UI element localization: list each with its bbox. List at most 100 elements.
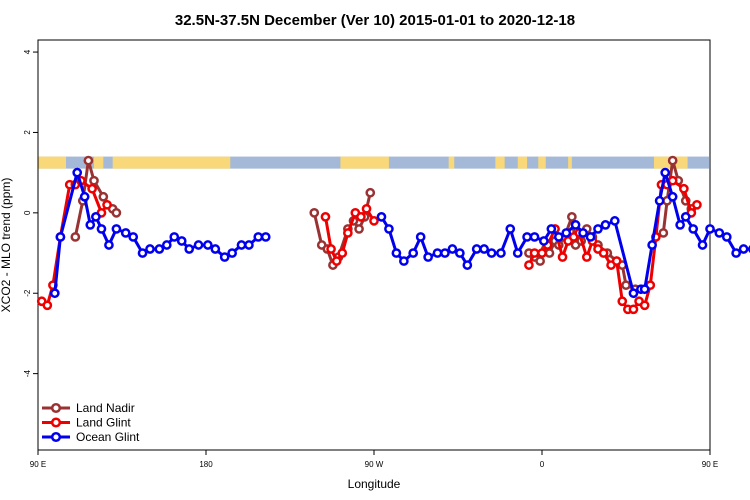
legend-item-land-nadir: Land Nadir bbox=[42, 401, 135, 415]
data-point-ocean-glint bbox=[731, 248, 741, 258]
legend-label: Land Nadir bbox=[76, 401, 135, 415]
data-point-ocean-glint bbox=[104, 240, 114, 250]
data-point-land-glint bbox=[361, 203, 372, 214]
data-point-land-nadir bbox=[83, 155, 94, 166]
data-point-land-glint bbox=[337, 248, 348, 258]
data-point-ocean-glint bbox=[505, 224, 516, 234]
data-point-ocean-glint bbox=[529, 232, 540, 242]
data-point-ocean-glint bbox=[408, 248, 419, 258]
data-point-ocean-glint bbox=[479, 244, 489, 254]
data-point-ocean-glint bbox=[654, 195, 665, 206]
data-point-ocean-glint bbox=[440, 248, 450, 258]
y-tick-label: 2 bbox=[23, 130, 32, 135]
data-point-ocean-glint bbox=[688, 224, 699, 234]
land-band-segment bbox=[38, 156, 66, 169]
data-point-ocean-glint bbox=[399, 256, 409, 266]
data-point-ocean-glint bbox=[210, 244, 221, 254]
data-point-land-glint bbox=[326, 244, 336, 254]
x-tick-label: 90 W bbox=[365, 460, 384, 469]
data-point-ocean-glint bbox=[423, 252, 433, 262]
data-point-land-nadir bbox=[535, 256, 545, 266]
data-point-ocean-glint bbox=[660, 167, 671, 178]
data-point-ocean-glint bbox=[161, 240, 172, 250]
data-point-ocean-glint bbox=[721, 232, 732, 242]
data-point-ocean-glint bbox=[415, 232, 426, 242]
data-point-land-glint bbox=[598, 248, 609, 258]
legend-swatch-marker bbox=[50, 431, 62, 443]
data-point-ocean-glint bbox=[639, 284, 650, 295]
data-point-land-glint bbox=[331, 256, 342, 266]
data-point-land-glint bbox=[667, 175, 678, 186]
data-point-ocean-glint bbox=[72, 167, 83, 178]
data-point-ocean-glint bbox=[384, 224, 394, 234]
y-axis-label: XCO2 - MLO trend (ppm) bbox=[0, 178, 13, 313]
data-point-ocean-glint bbox=[647, 240, 657, 250]
legend-label: Ocean Glint bbox=[76, 430, 140, 444]
data-point-land-nadir bbox=[89, 175, 99, 186]
y-axis: 4 2 0 -2 -4 bbox=[23, 49, 38, 377]
data-point-ocean-glint bbox=[628, 288, 639, 299]
data-point-ocean-glint bbox=[697, 240, 708, 250]
data-point-ocean-glint bbox=[203, 240, 213, 250]
land-band-segment bbox=[94, 156, 104, 169]
data-point-ocean-glint bbox=[600, 220, 611, 230]
data-point-ocean-glint bbox=[169, 232, 180, 242]
data-point-ocean-glint bbox=[85, 220, 96, 230]
data-point-ocean-glint bbox=[570, 220, 581, 230]
y-tick-label: 4 bbox=[23, 49, 32, 54]
data-point-land-nadir bbox=[111, 207, 122, 218]
data-point-ocean-glint bbox=[137, 248, 148, 258]
data-point-land-glint bbox=[356, 212, 366, 222]
legend-label: Land Glint bbox=[76, 416, 131, 430]
data-point-ocean-glint bbox=[55, 232, 66, 242]
data-point-ocean-glint bbox=[176, 236, 187, 246]
y-tick-label: -4 bbox=[23, 370, 32, 378]
data-point-land-nadir bbox=[621, 280, 631, 291]
data-point-land-glint bbox=[617, 296, 628, 307]
data-point-ocean-glint bbox=[219, 252, 230, 262]
data-point-land-glint bbox=[679, 183, 689, 194]
data-point-ocean-glint bbox=[680, 212, 691, 222]
data-point-ocean-glint bbox=[79, 191, 90, 202]
data-point-ocean-glint bbox=[96, 224, 107, 234]
data-point-land-glint bbox=[369, 216, 379, 226]
data-point-ocean-glint bbox=[609, 216, 620, 226]
data-point-ocean-glint bbox=[244, 240, 254, 250]
x-tick-label: 90 E bbox=[702, 460, 718, 469]
chart-title: 32.5N-37.5N December (Ver 10) 2015-01-01… bbox=[175, 12, 575, 29]
y-tick-label: 0 bbox=[23, 210, 32, 215]
data-point-ocean-glint bbox=[471, 244, 482, 254]
data-point-ocean-glint bbox=[539, 236, 549, 246]
data-point-land-nadir bbox=[544, 248, 555, 258]
land-ocean-band bbox=[38, 156, 709, 169]
data-point-land-nadir bbox=[309, 207, 320, 218]
data-point-ocean-glint bbox=[49, 288, 60, 299]
legend-swatch-marker bbox=[50, 402, 62, 414]
data-point-ocean-glint bbox=[714, 228, 725, 238]
series-layer bbox=[36, 155, 750, 315]
data-point-land-glint bbox=[537, 248, 547, 258]
data-point-ocean-glint bbox=[738, 244, 749, 254]
data-point-ocean-glint bbox=[512, 248, 523, 258]
data-point-ocean-glint bbox=[184, 244, 195, 254]
data-point-ocean-glint bbox=[447, 244, 458, 254]
data-point-land-glint bbox=[692, 199, 702, 210]
data-point-land-glint bbox=[529, 248, 540, 258]
data-point-land-nadir bbox=[567, 212, 577, 222]
data-point-ocean-glint bbox=[227, 248, 237, 258]
data-point-ocean-glint bbox=[120, 228, 131, 238]
land-band-segment bbox=[495, 156, 505, 169]
data-point-ocean-glint bbox=[236, 240, 247, 250]
land-band-segment bbox=[340, 156, 389, 169]
land-band-segment bbox=[112, 156, 231, 169]
legend-swatch-marker bbox=[50, 417, 62, 428]
data-point-ocean-glint bbox=[675, 220, 685, 230]
data-point-land-glint bbox=[320, 212, 331, 222]
data-point-land-nadir bbox=[354, 224, 364, 234]
data-point-land-nadir bbox=[365, 187, 376, 198]
data-point-land-glint bbox=[628, 304, 639, 315]
data-point-ocean-glint bbox=[585, 232, 596, 242]
data-point-ocean-glint bbox=[553, 232, 564, 242]
